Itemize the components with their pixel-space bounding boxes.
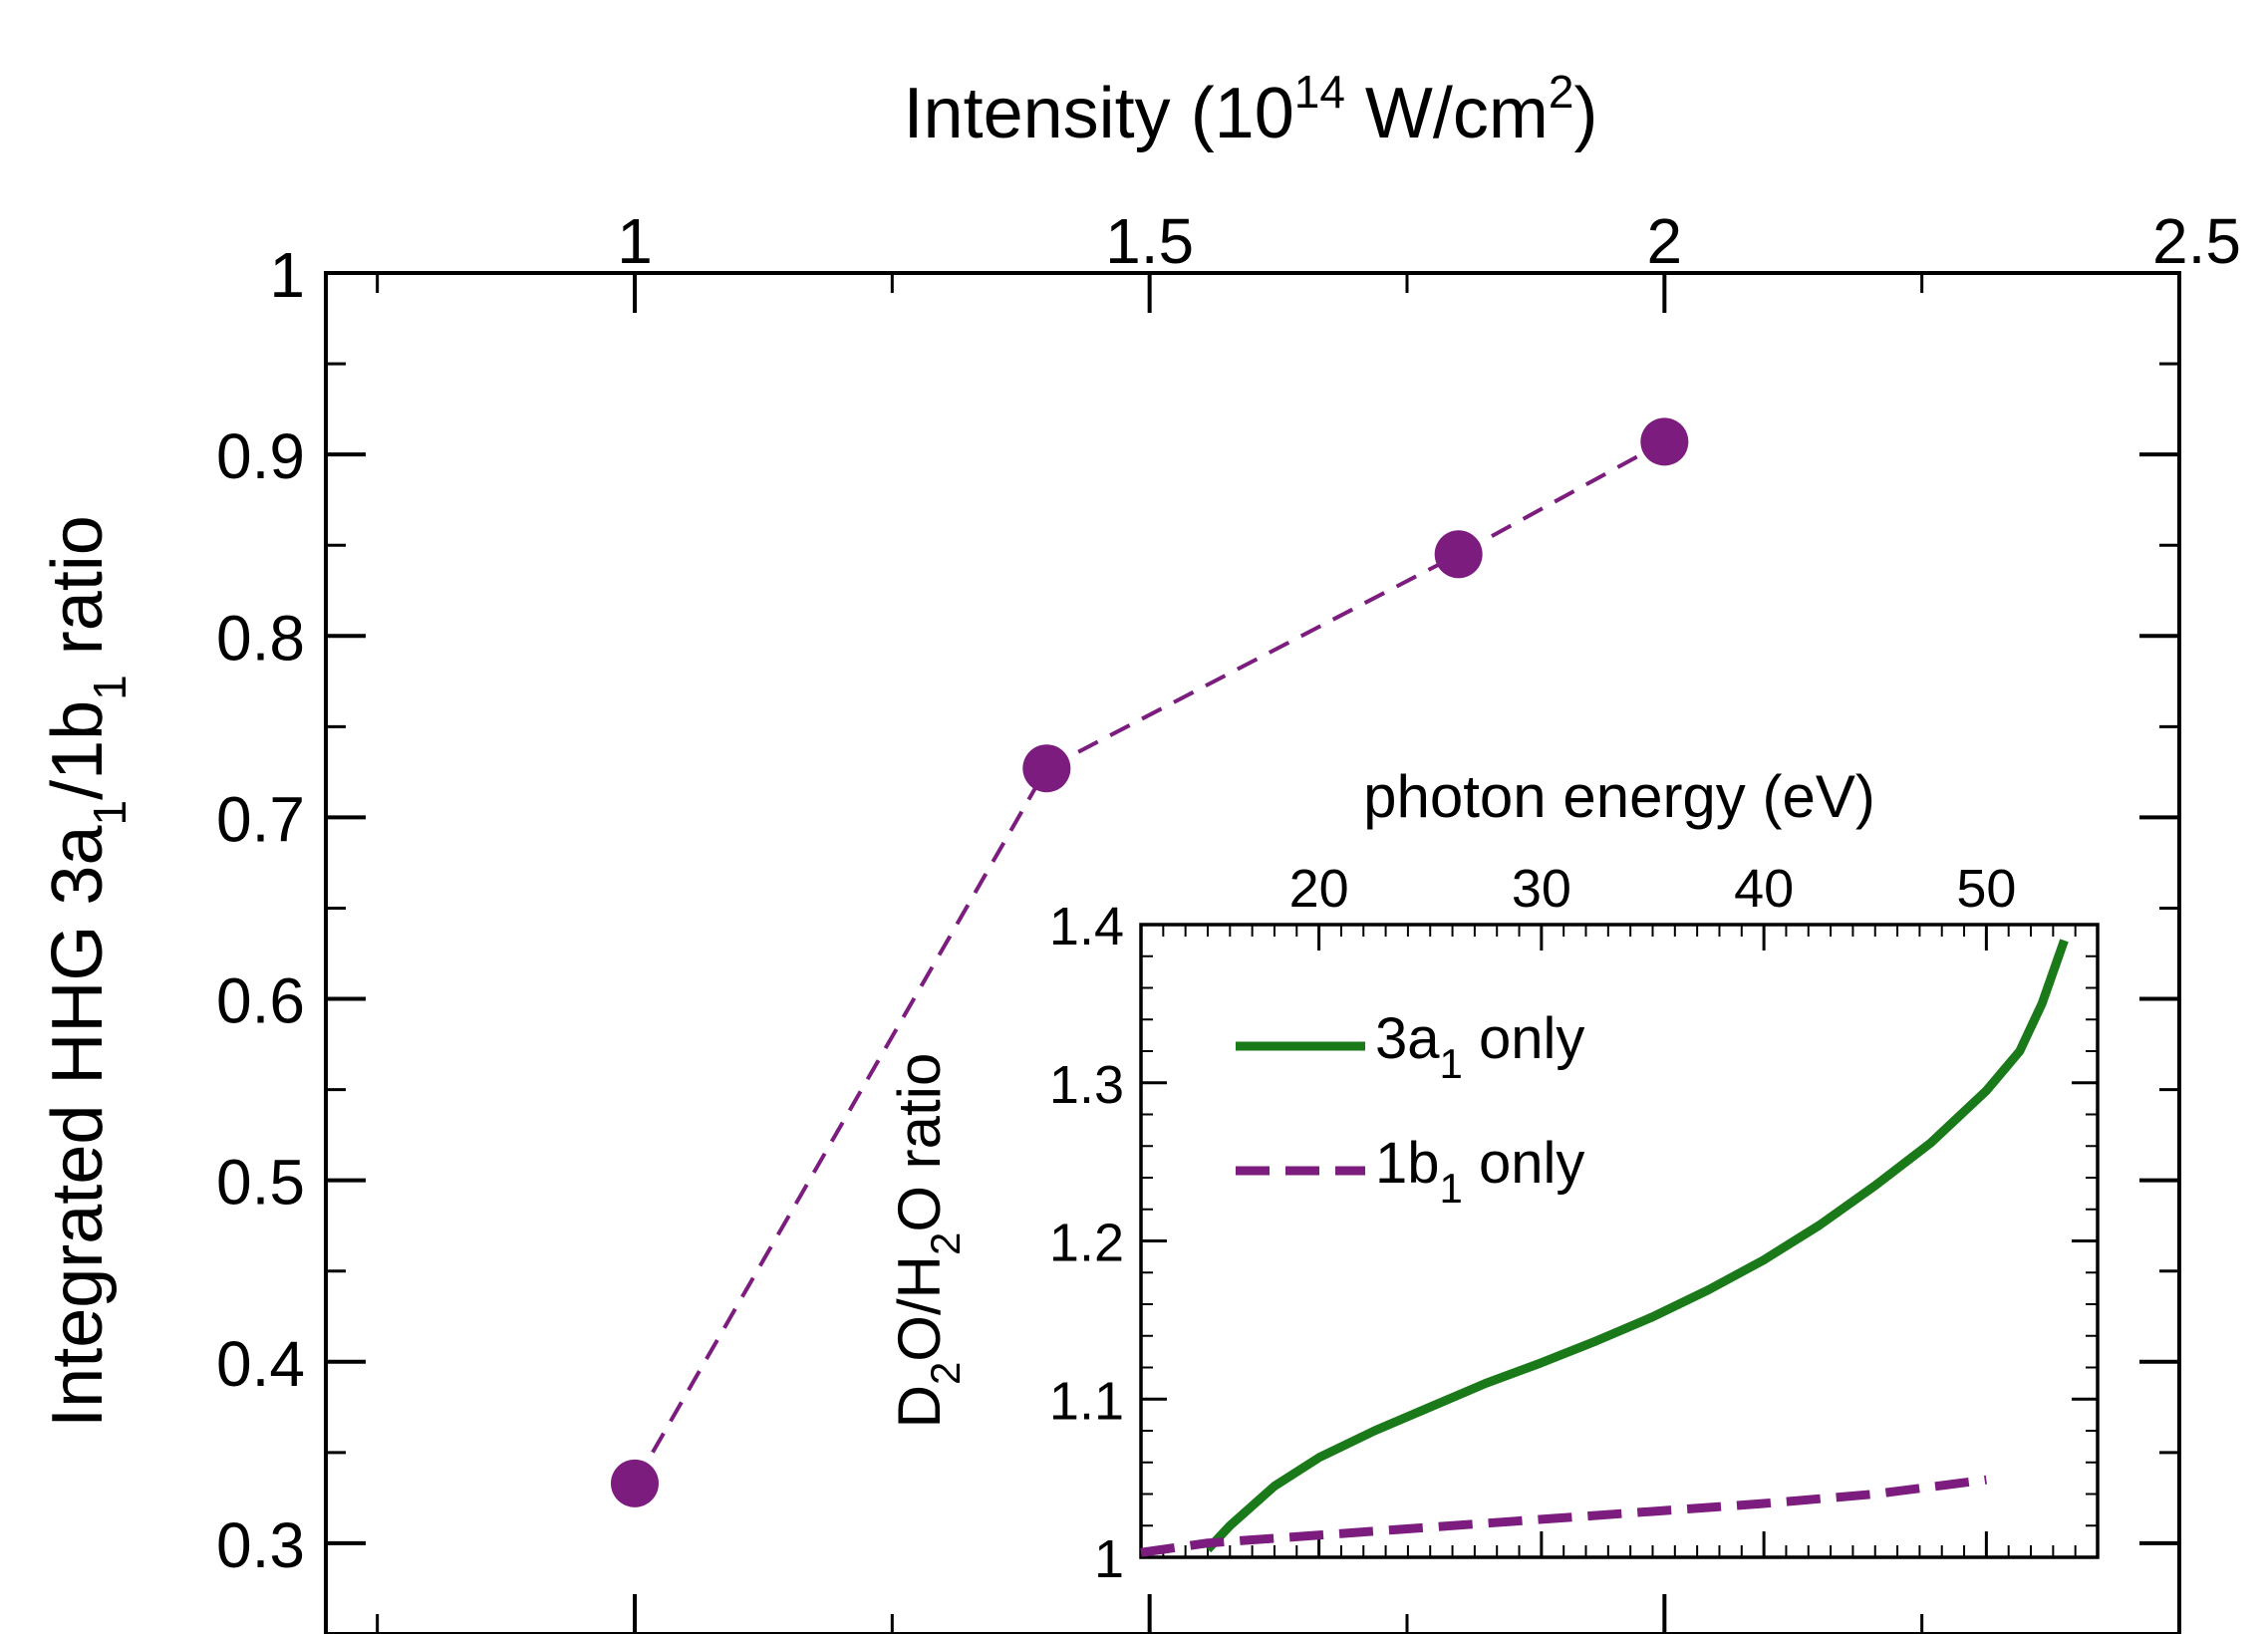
- main-data-point: [1022, 744, 1071, 793]
- inset-x-axis-title: photon energy (eV): [1363, 763, 1875, 830]
- main-y-tick-label: 0.8: [216, 602, 305, 674]
- inset-y-axis-title: D2O/H2O ratio: [886, 1053, 969, 1429]
- main-x-tick-label: 2.5: [2152, 205, 2241, 277]
- main-plot-frame: [324, 271, 2181, 1634]
- main-y-tick-label: 0.7: [216, 783, 305, 855]
- inset-ticks: 20 30 40 50 1 1.1 1.2 1.3 1.4: [1049, 859, 2099, 1589]
- main-data-point: [1434, 530, 1483, 579]
- main-y-tick-label: 0.6: [216, 965, 305, 1037]
- inset-series-line-3a1: [1204, 939, 2069, 1553]
- inset-x-tick-label: 20: [1289, 859, 1349, 919]
- main-data-point: [611, 1459, 659, 1507]
- main-series-line: [633, 439, 1666, 1485]
- main-ticks: 1 1.5 2 2.5 0.3 0.4 0.5 0.6 0.7 0.8 0.9 1: [216, 205, 2241, 1634]
- main-y-tick-label: 0.5: [216, 1147, 305, 1219]
- inset-y-tick-label: 1.1: [1049, 1371, 1124, 1431]
- inset-x-tick-label: 30: [1512, 859, 1571, 919]
- main-y-tick-label: 0.9: [216, 420, 305, 492]
- main-y-tick-label: 1: [269, 239, 305, 311]
- main-series: [611, 417, 1689, 1507]
- inset-y-tick-label: 1.3: [1049, 1055, 1124, 1115]
- main-data-point: [1640, 417, 1689, 466]
- inset-x-tick-label: 50: [1956, 859, 2016, 919]
- main-x-tick-label: 1.5: [1105, 205, 1194, 277]
- main-x-tick-label: 1: [617, 205, 653, 277]
- inset-y-tick-label: 1.2: [1049, 1214, 1124, 1273]
- inset-y-tick-label: 1.4: [1049, 897, 1124, 956]
- main-y-tick-label: 0.4: [216, 1328, 305, 1400]
- inset-legend: 3a1 only 1b1 only: [1236, 1006, 1584, 1212]
- inset-series-line-1b1: [1140, 1475, 1987, 1557]
- legend-label-1b1: 1b1 only: [1375, 1131, 1584, 1212]
- inset-y-tick-label: 1: [1094, 1529, 1124, 1589]
- main-x-tick-label: 2: [1647, 205, 1683, 277]
- inset-plot-area: [1141, 925, 2098, 1557]
- inset-x-tick-label: 40: [1734, 859, 1794, 919]
- main-y-tick-label: 0.3: [216, 1509, 305, 1581]
- main-x-axis-title: Intensity (1014 W/cm2): [904, 66, 1598, 153]
- main-y-axis-title: Integrated HHG 3a1/1b1 ratio: [38, 515, 136, 1428]
- legend-label-3a1: 3a1 only: [1375, 1006, 1584, 1087]
- inset-series: [1140, 939, 2069, 1557]
